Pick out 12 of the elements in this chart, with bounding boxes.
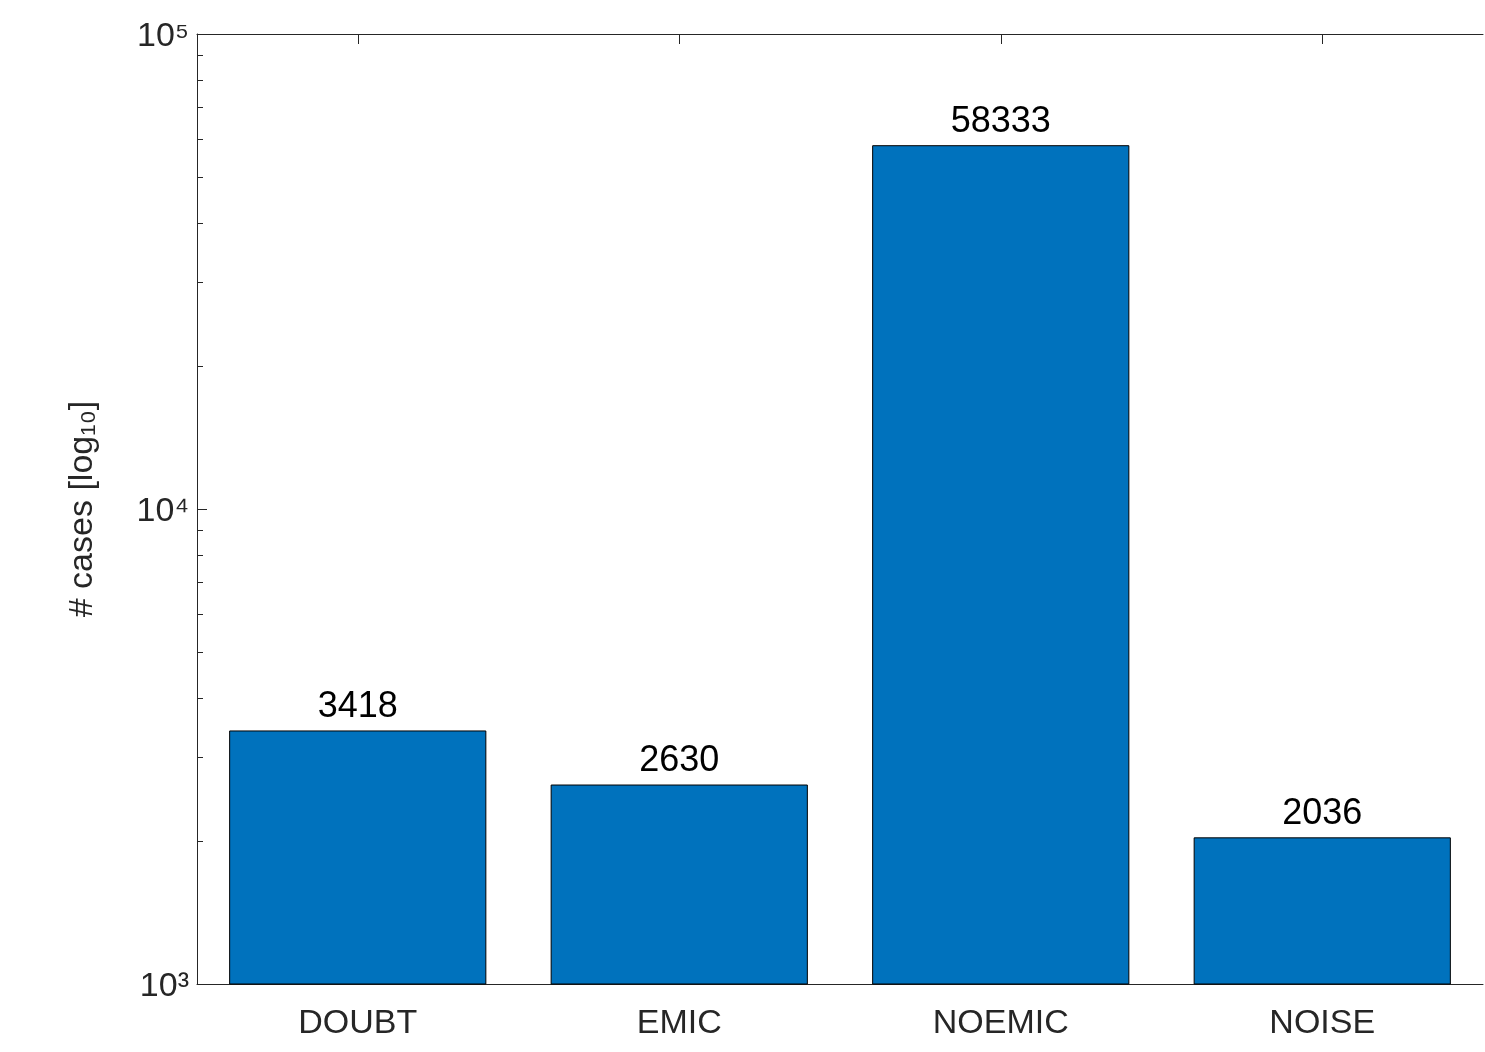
data-label: 2036	[1282, 790, 1363, 832]
x-tick-label: EMIC	[636, 1002, 722, 1040]
data-label: 2630	[639, 738, 720, 780]
data-label: 3418	[317, 683, 398, 725]
y-tick-label: 10⁴	[136, 490, 189, 528]
x-tick-label: DOUBT	[298, 1002, 418, 1040]
y-tick-label: 10⁵	[137, 15, 189, 53]
y-axis-title: # cases [log₁₀]	[61, 400, 99, 618]
data-label: 58333	[950, 98, 1051, 140]
x-tick-label: NOISE	[1269, 1002, 1376, 1040]
x-tick-label: NOEMIC	[932, 1002, 1069, 1040]
y-tick-label: 10³	[139, 965, 189, 1003]
